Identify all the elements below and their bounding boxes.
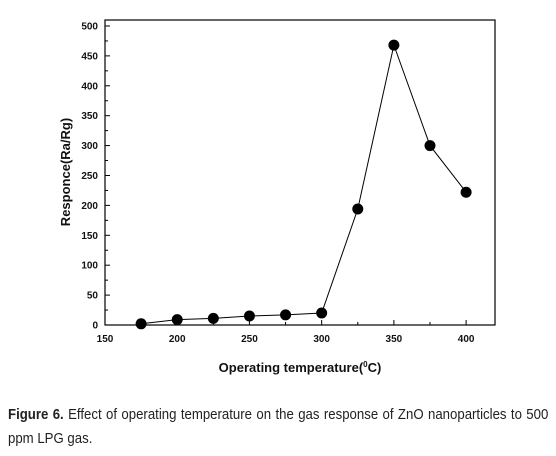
y-tick-label: 350 (81, 111, 98, 122)
data-point (316, 307, 328, 319)
data-point (280, 309, 292, 321)
data-point (135, 318, 147, 330)
x-axis-ticks: 150 200 250 300 350 400 (97, 320, 475, 345)
data-point (460, 186, 472, 198)
y-tick-label: 200 (81, 201, 98, 212)
y-tick-label: 150 (81, 231, 98, 242)
x-tick-label: 250 (241, 334, 258, 345)
y-axis-title: Responce(Ra/Rg) (58, 118, 73, 226)
y-tick-label: 450 (81, 51, 98, 62)
data-points (135, 39, 472, 330)
data-point (243, 310, 255, 322)
x-axis-title: Operating temperature(0C) (219, 360, 382, 375)
figure-caption-text: Effect of operating temperature on the g… (8, 406, 549, 447)
data-point (207, 312, 219, 324)
x-tick-label: 200 (169, 334, 186, 345)
plot-frame (104, 19, 496, 326)
x-axis-title-main: Operating temperature( (219, 360, 364, 375)
y-tick-label: 0 (92, 321, 98, 332)
figure-caption-label: Figure 6. (8, 406, 64, 423)
x-tick-label: 300 (313, 334, 330, 345)
x-axis-title-end: C) (368, 360, 382, 375)
y-tick-label: 400 (81, 81, 98, 92)
data-point (424, 140, 436, 152)
data-point (352, 203, 364, 215)
y-tick-label: 300 (81, 141, 98, 152)
y-tick-label: 50 (87, 291, 99, 302)
x-tick-label: 350 (386, 334, 403, 345)
x-tick-label: 400 (458, 334, 475, 345)
data-point (171, 314, 183, 326)
x-tick-label: 150 (97, 334, 114, 345)
series-line (141, 43, 467, 325)
y-tick-label: 500 (81, 21, 98, 32)
chart: 150 200 250 300 350 400 0 50 100 150 200 250 300 350… (58, 19, 496, 375)
y-axis-ticks: 0 50 100 150 200 250 300 350 400 450 500 (81, 21, 110, 332)
x-axis-title-superscript: 0 (363, 360, 368, 369)
y-tick-label: 250 (81, 171, 98, 182)
figure-caption: Figure 6. Effect of operating temperatur… (8, 403, 548, 451)
data-point (388, 39, 400, 51)
y-tick-label: 100 (81, 261, 98, 272)
